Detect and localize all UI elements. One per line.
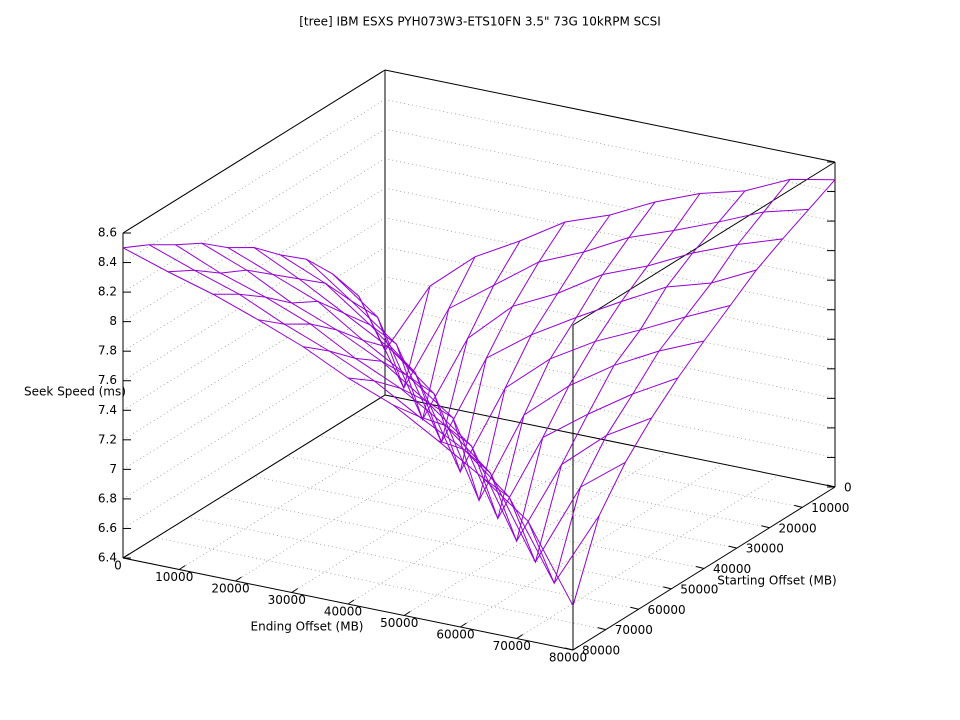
surface-column: [572, 179, 836, 606]
y-tick-label: 30000: [746, 542, 784, 556]
x-tick: [235, 576, 242, 582]
y-tick: [630, 606, 639, 610]
y-tick-label: 70000: [615, 623, 653, 637]
y-tick-label: 80000: [582, 644, 620, 658]
surface-column: [527, 179, 791, 585]
grid-line: [122, 99, 836, 263]
surface-column: [167, 269, 431, 390]
surface-column: [347, 214, 611, 503]
z-tick-label: 8.6: [98, 226, 117, 240]
grid-line: [122, 69, 836, 234]
surface-column: [122, 242, 386, 351]
grid-line: [122, 158, 836, 322]
chart-title: [tree] IBM ESXS PYH073W3-ETS10FN 3.5" 73…: [299, 15, 661, 29]
y-tick: [728, 545, 737, 549]
x-tick: [178, 565, 186, 570]
x-tick-label: 10000: [155, 570, 193, 584]
z-tick-label: 7: [109, 462, 117, 476]
x-tick-label: 40000: [324, 605, 362, 619]
grid-line: [122, 276, 836, 441]
x-tick: [403, 611, 411, 616]
x-axis-label: Ending Offset (MB): [251, 620, 364, 634]
y-tick-label: 50000: [680, 582, 718, 596]
surface-row: [227, 247, 678, 520]
y-tick-label: 40000: [713, 562, 751, 576]
box-edge: [122, 69, 386, 234]
x-tick-label: 70000: [493, 639, 531, 653]
surface-row: [384, 178, 836, 351]
box-edge: [572, 161, 836, 326]
grid-line: [352, 414, 803, 508]
x-tick-label: 50000: [380, 616, 418, 630]
z-tick-label: 7.4: [98, 403, 117, 417]
y-tick-label: 0: [844, 481, 852, 495]
z-tick-label: 6.6: [98, 521, 117, 535]
y-axis-label: Starting Offset (MB): [717, 574, 837, 588]
z-tick-label: 6.4: [98, 551, 117, 565]
z-tick-label: 8: [109, 314, 117, 328]
z-tick-label: 8.2: [98, 285, 117, 299]
box-edge: [572, 486, 836, 651]
surface-column: [212, 256, 476, 422]
x-tick-label: 30000: [268, 593, 306, 607]
box-edge: [384, 394, 836, 488]
grid-line: [319, 435, 770, 529]
y-tick-label: 20000: [779, 521, 817, 535]
grid-line: [122, 187, 836, 352]
surface-row: [122, 247, 574, 606]
surface-column: [392, 201, 656, 521]
x-tick-label: 80000: [549, 651, 587, 665]
box-edge: [384, 69, 836, 163]
grid-line: [155, 537, 606, 631]
z-tick-label: 7.2: [98, 432, 117, 446]
surface-row: [148, 244, 600, 585]
surface-row: [306, 258, 757, 444]
z-axis-label: Seek Speed (ms): [24, 385, 126, 399]
z-tick-label: 7.8: [98, 344, 117, 358]
grid-line: [253, 476, 705, 569]
x-tick-label: 20000: [211, 582, 249, 596]
y-tick: [663, 586, 672, 590]
box-edge: [122, 557, 574, 651]
surface-column: [437, 193, 701, 543]
z-tick-label: 6.8: [98, 491, 117, 505]
surface-column: [302, 221, 566, 474]
y-tick-label: 60000: [648, 603, 686, 617]
x-tick: [460, 622, 467, 628]
grid-line: [122, 217, 836, 382]
surface-column: [482, 190, 746, 564]
box-edge: [122, 394, 386, 559]
grid-line: [188, 516, 639, 610]
y-tick: [695, 566, 705, 569]
y-tick-label: 10000: [811, 501, 849, 515]
y-tick: [794, 504, 803, 508]
x-tick: [347, 599, 355, 605]
z-tick-label: 7.6: [98, 373, 117, 387]
x-tick-label: 0: [114, 559, 122, 573]
x-tick: [291, 588, 299, 593]
y-tick: [761, 525, 770, 529]
grid-line: [286, 455, 737, 549]
x-tick-label: 60000: [436, 628, 474, 642]
grid-line: [179, 406, 442, 570]
x-tick: [516, 634, 524, 639]
surface-row: [201, 242, 652, 543]
grid-line: [221, 496, 672, 590]
surface-column: [257, 240, 521, 444]
z-tick-label: 8.4: [98, 255, 117, 269]
y-tick: [597, 627, 606, 631]
